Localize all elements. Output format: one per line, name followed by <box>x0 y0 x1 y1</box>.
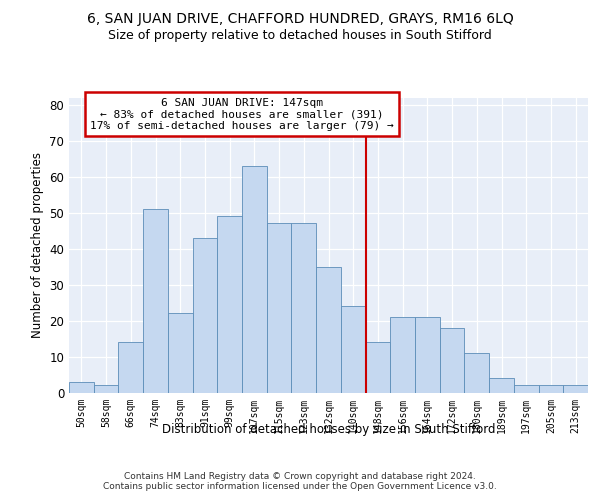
Bar <box>242 166 267 392</box>
Text: Distribution of detached houses by size in South Stifford: Distribution of detached houses by size … <box>162 422 496 436</box>
Bar <box>514 386 539 392</box>
Bar <box>464 353 489 393</box>
Bar <box>143 209 168 392</box>
Bar <box>390 317 415 392</box>
Text: Size of property relative to detached houses in South Stifford: Size of property relative to detached ho… <box>108 29 492 42</box>
Text: 6 SAN JUAN DRIVE: 147sqm
← 83% of detached houses are smaller (391)
17% of semi-: 6 SAN JUAN DRIVE: 147sqm ← 83% of detach… <box>90 98 394 130</box>
Bar <box>94 386 118 392</box>
Bar <box>316 266 341 392</box>
Bar <box>539 386 563 392</box>
Bar <box>267 224 292 392</box>
Text: 6, SAN JUAN DRIVE, CHAFFORD HUNDRED, GRAYS, RM16 6LQ: 6, SAN JUAN DRIVE, CHAFFORD HUNDRED, GRA… <box>86 12 514 26</box>
Bar <box>341 306 365 392</box>
Bar <box>193 238 217 392</box>
Bar <box>118 342 143 392</box>
Bar <box>168 314 193 392</box>
Bar <box>415 317 440 392</box>
Bar <box>563 386 588 392</box>
Bar <box>69 382 94 392</box>
Bar <box>440 328 464 392</box>
Text: Contains HM Land Registry data © Crown copyright and database right 2024.
Contai: Contains HM Land Registry data © Crown c… <box>103 472 497 491</box>
Bar <box>217 216 242 392</box>
Bar <box>489 378 514 392</box>
Bar <box>292 224 316 392</box>
Bar <box>365 342 390 392</box>
Y-axis label: Number of detached properties: Number of detached properties <box>31 152 44 338</box>
